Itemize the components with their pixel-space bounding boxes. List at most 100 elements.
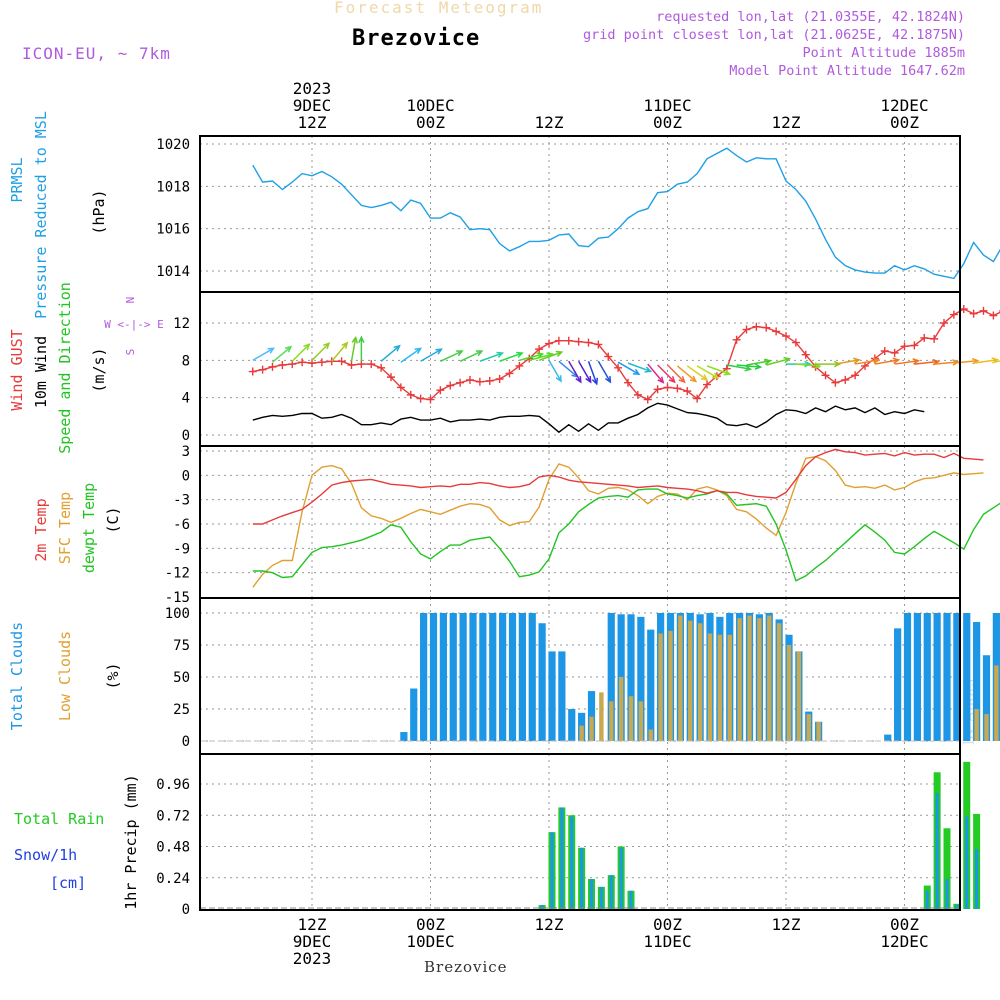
gust-marker (703, 380, 711, 389)
wind-direction-arrow (657, 364, 676, 384)
low-clouds-bar (776, 623, 782, 741)
gust-marker (268, 362, 277, 371)
low-clouds-bar (707, 633, 713, 741)
total-clouds-bar (469, 613, 477, 741)
wind-direction-arrow (874, 357, 901, 365)
low-clouds-bar (658, 633, 663, 741)
low-clouds-bar (984, 714, 989, 741)
total-clouds-bar (894, 628, 902, 741)
gust-marker (880, 347, 889, 355)
wind-direction-arrow (597, 360, 612, 384)
snow-bar (955, 905, 959, 909)
gust-marker (930, 334, 939, 343)
y-tick-label: 50 (173, 670, 190, 686)
wind-direction-arrow (440, 350, 464, 362)
y-tick-label: 0 (182, 428, 190, 444)
bottom-time-label: 11DEC (643, 932, 691, 951)
gust-marker (949, 310, 958, 319)
y-tick-label: 75 (173, 638, 190, 654)
wind-direction-arrow (577, 360, 592, 384)
low-clouds-bar (717, 634, 723, 741)
gust-marker (732, 335, 741, 344)
gust-marker (653, 385, 662, 394)
compass-s: S (124, 349, 137, 356)
gust-marker (979, 306, 988, 315)
wind-direction-arrow (726, 364, 753, 372)
gust-marker (584, 338, 593, 347)
gust-marker (485, 376, 494, 385)
wind-direction-arrow (686, 365, 709, 381)
gust-marker (545, 339, 553, 348)
snow-bar (550, 832, 554, 909)
gust-marker (791, 338, 800, 347)
gust-marker (969, 309, 978, 318)
low-clouds-bar (806, 714, 811, 741)
y-tick-label: 0.96 (156, 777, 190, 793)
snow-unit-label: [cm] (50, 874, 86, 892)
snow-bar (965, 816, 969, 909)
gust-marker (821, 371, 830, 380)
low-clouds-bar (697, 623, 703, 741)
temp-unit: (C) (104, 506, 122, 533)
gust-marker (989, 311, 998, 320)
wind-direction-arrow (420, 348, 443, 362)
wind-direction-arrow (519, 352, 545, 362)
bottom-time-label: 00Z (890, 915, 919, 934)
y-tick-label: -6 (173, 517, 190, 533)
total-clouds-bar (528, 613, 536, 741)
low-clouds-bar (786, 645, 792, 741)
y-tick-label: -12 (165, 566, 190, 582)
y-tick-label: 1020 (156, 137, 190, 153)
top-time-label: 11DEC (643, 96, 691, 115)
low-clouds-bar (648, 729, 653, 741)
precip-ylabel: 1hr Precip (mm) (122, 774, 140, 909)
gust-marker (416, 394, 425, 403)
low-clouds-bar (618, 677, 624, 741)
wind-direction-arrow (617, 361, 641, 376)
y-tick-label: -15 (165, 590, 190, 606)
wind-speed-line (252, 402, 925, 434)
low-clouds-bar (638, 701, 644, 741)
footer-location: Brezovice (424, 958, 508, 976)
gust-marker (535, 345, 544, 354)
total-clouds-bar (568, 709, 576, 741)
total-clouds-bar (587, 691, 596, 741)
total-clouds-bar (558, 651, 566, 741)
low-clouds-bar (599, 692, 604, 741)
total-clouds-bar (923, 613, 931, 741)
bottom-time-label: 00Z (416, 915, 445, 934)
wind-direction-arrow (311, 342, 331, 361)
wind-direction-arrow (894, 358, 921, 365)
dewpt-temp-line (252, 488, 1000, 582)
total-clouds-bar (508, 613, 517, 741)
wind-unit: (m/s) (90, 347, 108, 392)
gust-marker (505, 369, 514, 378)
gust-marker (347, 361, 356, 369)
wind-direction-arrow (380, 344, 401, 362)
total-rain-label: Total Rain (14, 810, 104, 828)
gust-marker (693, 394, 702, 403)
total-clouds-bar (518, 613, 526, 741)
total-clouds-bar (913, 613, 921, 741)
snow-label: Snow/1h (14, 846, 77, 864)
wind-direction-arrow (479, 351, 505, 362)
total-clouds-bar (489, 613, 497, 741)
top-time-label: 00Z (890, 113, 919, 132)
gust-marker (248, 367, 257, 376)
low-clouds-bar (994, 665, 999, 741)
bottom-time-label: 12Z (772, 915, 801, 934)
gust-marker (594, 340, 603, 349)
total-clouds-bar (459, 613, 467, 741)
low-clouds-bar (974, 709, 979, 741)
snow-bar (570, 816, 574, 909)
y-tick-label: 100 (165, 606, 190, 622)
gust-marker (624, 378, 632, 387)
y-tick-label: 0 (182, 734, 190, 750)
y-tick-label: 1014 (156, 264, 190, 280)
t2m-temp-line (252, 448, 984, 525)
gust-marker (475, 377, 484, 386)
bottom-time-label: 2023 (293, 949, 332, 968)
total-clouds-bar (400, 732, 408, 741)
prmsl-label: PRMSL (8, 157, 26, 202)
wind-direction-arrow (627, 362, 653, 373)
